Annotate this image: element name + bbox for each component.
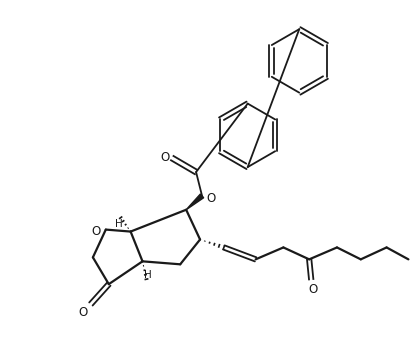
Text: O: O: [91, 225, 100, 238]
Polygon shape: [186, 194, 203, 210]
Text: H: H: [114, 219, 122, 229]
Text: O: O: [78, 307, 88, 319]
Text: O: O: [160, 151, 170, 164]
Text: H: H: [143, 270, 151, 280]
Text: O: O: [308, 282, 317, 296]
Text: O: O: [206, 192, 215, 205]
